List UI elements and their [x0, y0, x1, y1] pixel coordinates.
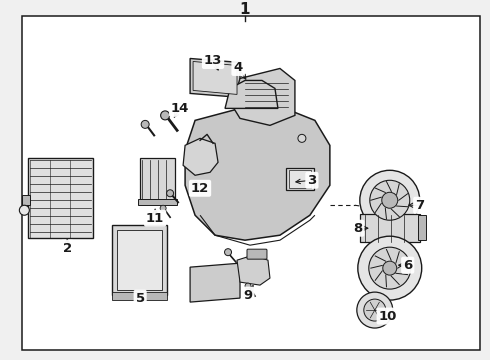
Bar — [112, 225, 167, 295]
Polygon shape — [193, 62, 237, 94]
Polygon shape — [190, 263, 240, 302]
Circle shape — [358, 236, 422, 300]
Text: 14: 14 — [171, 102, 189, 115]
Text: 7: 7 — [415, 199, 424, 212]
Polygon shape — [185, 108, 330, 240]
Bar — [117, 230, 162, 290]
Polygon shape — [225, 80, 278, 108]
Circle shape — [160, 205, 166, 211]
Bar — [418, 215, 426, 240]
Text: 6: 6 — [403, 258, 413, 272]
Circle shape — [357, 292, 393, 328]
Polygon shape — [232, 68, 295, 125]
Polygon shape — [237, 255, 270, 285]
Circle shape — [20, 205, 29, 215]
Circle shape — [369, 247, 411, 289]
Text: 5: 5 — [136, 292, 145, 305]
Bar — [23, 195, 30, 205]
FancyBboxPatch shape — [247, 249, 267, 259]
Text: 11: 11 — [146, 212, 164, 225]
Circle shape — [382, 192, 398, 208]
Bar — [286, 168, 314, 190]
Bar — [289, 170, 311, 188]
Text: 12: 12 — [191, 182, 209, 195]
Circle shape — [298, 134, 306, 142]
Text: 3: 3 — [307, 174, 317, 187]
Bar — [138, 199, 177, 205]
Bar — [28, 158, 93, 238]
Circle shape — [224, 249, 231, 256]
Circle shape — [141, 120, 149, 129]
Text: 2: 2 — [63, 242, 72, 255]
Circle shape — [245, 283, 251, 289]
Circle shape — [360, 170, 420, 230]
Bar — [112, 292, 167, 300]
Polygon shape — [190, 58, 240, 98]
Text: 8: 8 — [353, 222, 363, 235]
Circle shape — [370, 180, 410, 220]
Circle shape — [364, 299, 386, 321]
Circle shape — [167, 190, 173, 197]
Text: 9: 9 — [244, 289, 252, 302]
Text: 10: 10 — [379, 310, 397, 323]
Circle shape — [161, 111, 170, 120]
Text: 4: 4 — [233, 61, 243, 74]
Text: 13: 13 — [204, 54, 222, 67]
Bar — [140, 158, 175, 200]
Bar — [360, 214, 420, 242]
Circle shape — [383, 261, 397, 275]
Polygon shape — [183, 138, 218, 175]
Text: 1: 1 — [240, 2, 250, 17]
